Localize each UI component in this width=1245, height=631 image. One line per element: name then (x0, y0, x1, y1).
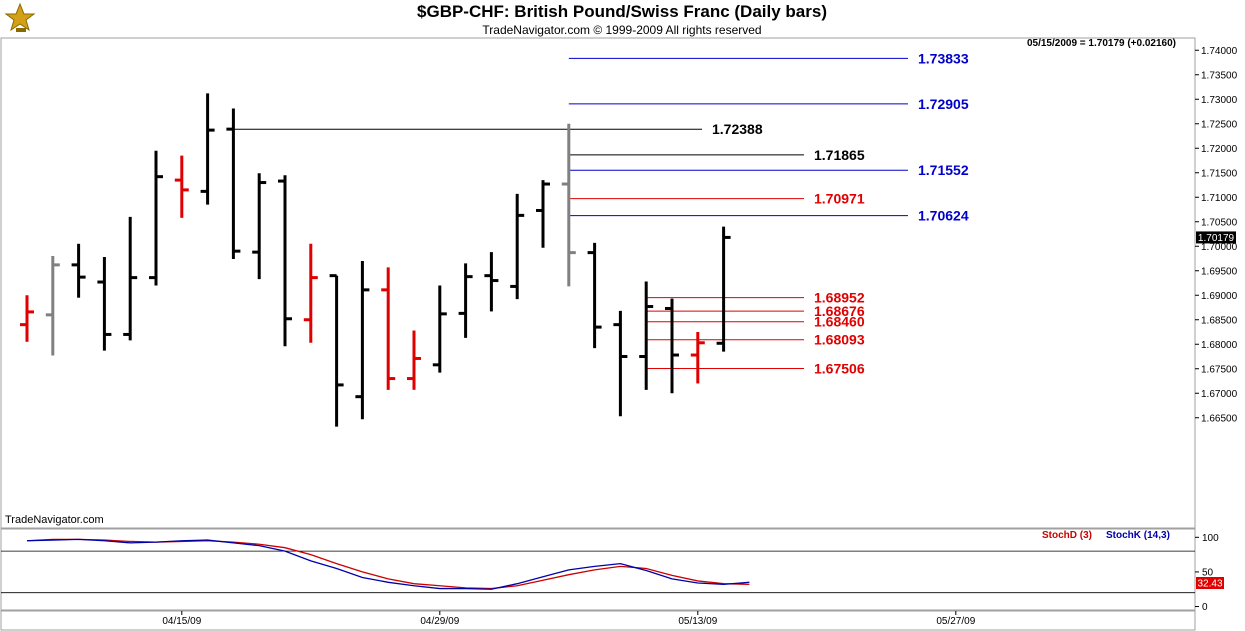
price-tick-label: 1.73500 (1201, 70, 1238, 81)
ohlc-bar (639, 281, 654, 390)
price-bars (20, 93, 731, 427)
date-axis-band (0, 610, 1196, 631)
date-tick-label: 04/15/09 (162, 616, 201, 627)
price-tick-label: 1.70500 (1201, 217, 1238, 228)
ohlc-bar (510, 193, 525, 300)
price-tick-label: 1.67500 (1201, 364, 1238, 375)
price-tick-label: 1.69500 (1201, 266, 1238, 277)
price-tick-label: 1.74000 (1201, 46, 1238, 57)
ohlc-bar (71, 243, 86, 298)
price-tick-label: 1.73000 (1201, 95, 1238, 106)
ohlc-bar (716, 226, 731, 352)
stochk-line (26, 538, 750, 590)
ohlc-bar (123, 216, 138, 341)
price-tick-label: 1.69000 (1201, 291, 1238, 302)
ohlc-bar (407, 330, 421, 390)
ohlc-bar (303, 243, 318, 343)
ohlc-bar (458, 263, 473, 338)
ohlc-bar (149, 150, 163, 286)
ohlc-bar (381, 267, 396, 390)
level-label: 1.68676 (814, 303, 865, 319)
price-tick-label: 1.67000 (1201, 389, 1238, 400)
ohlc-bar (97, 257, 112, 351)
level-label: 1.68460 (814, 314, 865, 330)
price-tick-label: 1.72000 (1201, 144, 1238, 155)
level-label: 1.70971 (814, 191, 865, 207)
ohlc-bar (484, 252, 499, 312)
price-panel[interactable] (0, 37, 1196, 529)
stochastic-axis: 100 50 0 (1, 533, 1219, 613)
price-tick-label: 1.68000 (1201, 340, 1238, 351)
logo-icon (4, 2, 36, 32)
legend-stochd: StochD (3) (1042, 530, 1092, 541)
ohlc-bar (690, 332, 705, 384)
price-levels: 1.73833 1.72905 1.72388 1.71865 1.71552 1.709… (233, 50, 969, 376)
ohlc-bar (536, 180, 550, 248)
ohlc-bar (45, 256, 60, 356)
stoch-value-tag: 32.43 (1196, 577, 1224, 590)
ohlc-bar (613, 310, 628, 417)
stochastic-lines (26, 538, 750, 590)
price-axis: 1.74000 1.73500 1.73000 1.72500 1.72000 1.715… (1195, 46, 1238, 424)
chart-title: $GBP-CHF: British Pound/Swiss Franc (Dai… (417, 2, 827, 21)
ohlc-bar (432, 285, 447, 373)
date-tick-label: 05/27/09 (936, 616, 975, 627)
level-label: 1.68952 (814, 290, 865, 306)
ohlc-bar (278, 175, 292, 347)
ohlc-bar (20, 295, 34, 342)
stoch-tick-label: 100 (1202, 533, 1219, 544)
ohlc-bar (329, 274, 344, 427)
last-price-value: 1.70179 (1198, 233, 1235, 244)
price-tick-label: 1.68500 (1201, 315, 1238, 326)
header-band (0, 0, 1245, 38)
level-label: 1.67506 (814, 360, 865, 376)
price-tick-label: 1.66500 (1201, 413, 1238, 424)
level-label: 1.68093 (814, 332, 865, 348)
ohlc-bar (226, 108, 241, 259)
legend-stochk: StochK (14,3) (1106, 530, 1170, 541)
stoch-tick-label: 50 (1202, 567, 1214, 578)
ohlc-bar (252, 173, 267, 280)
level-label: 1.72388 (712, 121, 763, 137)
ohlc-bar (200, 93, 215, 205)
ohlc-bar (174, 155, 189, 218)
status-line: 05/15/2009 = 1.70179 (+0.02160) (1027, 38, 1176, 49)
price-tick-label: 1.71000 (1201, 193, 1238, 204)
level-label: 1.70624 (918, 208, 969, 224)
level-label: 1.71865 (814, 147, 865, 163)
price-tick-label: 1.70000 (1201, 242, 1238, 253)
level-label: 1.71552 (918, 162, 969, 178)
price-tick-label: 1.72500 (1201, 119, 1238, 130)
date-tick-label: 04/29/09 (420, 616, 459, 627)
date-tick-label: 05/13/09 (678, 616, 717, 627)
ohlc-bar (355, 260, 370, 420)
chart-subtitle: TradeNavigator.com © 1999-2009 All right… (482, 23, 761, 37)
level-label: 1.73833 (918, 50, 969, 66)
ohlc-bar (587, 242, 602, 349)
stoch-tick-label: 0 (1202, 602, 1208, 613)
ohlc-bar (561, 123, 576, 287)
ohlc-bar (665, 298, 679, 394)
last-price-tag: 1.70179 (1196, 231, 1236, 244)
price-tick-label: 1.71500 (1201, 168, 1238, 179)
watermark: TradeNavigator.com (5, 514, 104, 526)
level-label: 1.72905 (918, 96, 969, 112)
date-axis: 04/15/09 04/29/09 05/13/09 05/27/09 (162, 611, 976, 627)
stoch-last-value: 32.43 (1197, 579, 1222, 590)
